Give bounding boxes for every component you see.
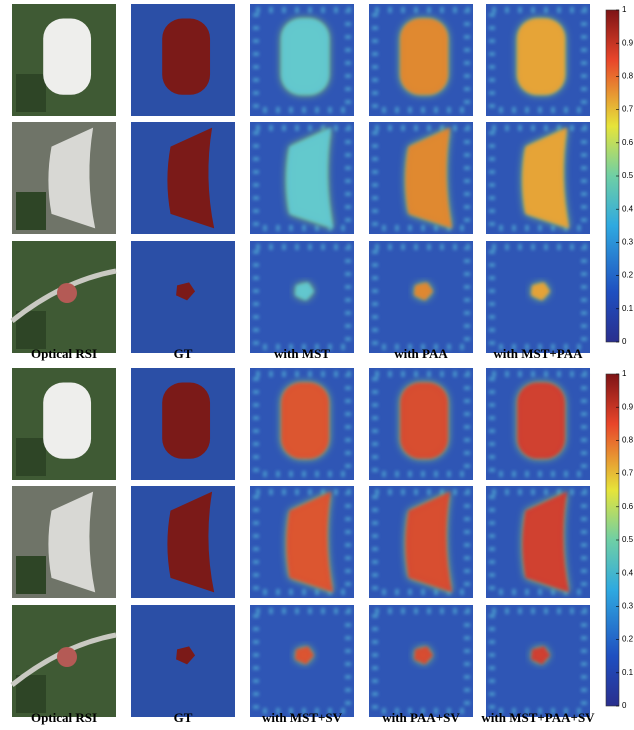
image-cell	[369, 241, 473, 353]
heatmap-core	[517, 19, 565, 95]
gt-region	[162, 383, 210, 459]
colorbar-tick-label: 1	[622, 5, 627, 14]
colorbar-tick-label: 0.2	[622, 635, 634, 644]
colorbar-tick-label: 0.6	[622, 502, 634, 511]
image-cell	[250, 4, 354, 116]
colorbar-tick-label: 0.7	[622, 469, 634, 478]
colorbar-tick-label: 0.5	[622, 535, 634, 544]
optical-roof	[43, 383, 91, 459]
image-cell	[131, 368, 235, 480]
column-label: Optical RSI	[31, 346, 97, 361]
image-cell	[250, 122, 354, 234]
optical-roof	[57, 283, 77, 303]
image-cell	[250, 486, 354, 598]
colorbar-tick-label: 0.3	[622, 238, 634, 247]
colorbar-tick-label: 0.4	[622, 568, 634, 577]
colorbar-tick-label: 0.9	[622, 402, 634, 411]
image-cell	[369, 605, 473, 717]
column-label: GT	[174, 710, 193, 725]
image-cell	[486, 4, 590, 116]
heatmap-core	[281, 383, 329, 459]
image-cell	[12, 122, 116, 234]
panel: Optical RSI GT with MST with PAA with MST+PA…	[12, 4, 634, 361]
colorbar-tick-label: 0.9	[622, 38, 634, 47]
column-label: with MST+SV	[262, 710, 343, 725]
colorbar-tick-label: 0.3	[622, 602, 634, 611]
column-label: GT	[174, 346, 193, 361]
optical-texture	[16, 192, 46, 230]
column-label: Optical RSI	[31, 710, 97, 725]
heatmap-core	[400, 383, 448, 459]
column-label: with PAA+SV	[382, 710, 460, 725]
image-cell	[486, 486, 590, 598]
colorbar-tick-label: 0	[622, 337, 627, 346]
image-cell	[131, 4, 235, 116]
image-cell	[131, 486, 235, 598]
colorbar-tick-label: 0.1	[622, 668, 634, 677]
image-cell	[131, 122, 235, 234]
image-cell	[12, 4, 116, 116]
image-cell	[486, 122, 590, 234]
optical-roof	[43, 19, 91, 95]
gt-region	[162, 19, 210, 95]
heatmap-core	[400, 19, 448, 95]
image-cell	[369, 122, 473, 234]
image-cell	[369, 486, 473, 598]
optical-texture	[16, 556, 46, 594]
image-cell	[12, 241, 116, 353]
image-cell	[131, 241, 235, 353]
colorbar-tick-label: 0.4	[622, 204, 634, 213]
colorbar-tick-label: 0	[622, 701, 627, 710]
panel: Optical RSI GT with MST+SV with PAA+SV with …	[12, 368, 634, 725]
optical-roof	[57, 647, 77, 667]
image-cell	[486, 241, 590, 353]
image-cell	[12, 486, 116, 598]
image-cell	[131, 605, 235, 717]
colorbar-tick-label: 0.8	[622, 436, 634, 445]
image-cell	[250, 241, 354, 353]
image-cell	[486, 368, 590, 480]
column-label: with MST+PAA	[493, 346, 583, 361]
figure: Optical RSI GT with MST with PAA with MST+PA…	[0, 0, 634, 730]
column-label: with MST+PAA+SV	[481, 710, 595, 725]
image-cell	[486, 605, 590, 717]
colorbar-tick-label: 0.2	[622, 271, 634, 280]
image-cell	[369, 368, 473, 480]
heatmap-core	[281, 19, 329, 95]
image-cell	[250, 605, 354, 717]
image-cell	[12, 368, 116, 480]
colorbar-tick-label: 0.5	[622, 171, 634, 180]
column-label: with PAA	[394, 346, 448, 361]
colorbar-tick-label: 0.1	[622, 304, 634, 313]
optical-texture	[16, 74, 46, 112]
optical-texture	[16, 438, 46, 476]
colorbar-tick-label: 0.7	[622, 105, 634, 114]
image-cell	[250, 368, 354, 480]
colorbar-tick-label: 0.8	[622, 72, 634, 81]
column-label: with MST	[274, 346, 330, 361]
image-cell	[12, 605, 116, 717]
heatmap-core	[517, 383, 565, 459]
colorbar-tick-label: 1	[622, 369, 627, 378]
image-cell	[369, 4, 473, 116]
colorbar-tick-label: 0.6	[622, 138, 634, 147]
